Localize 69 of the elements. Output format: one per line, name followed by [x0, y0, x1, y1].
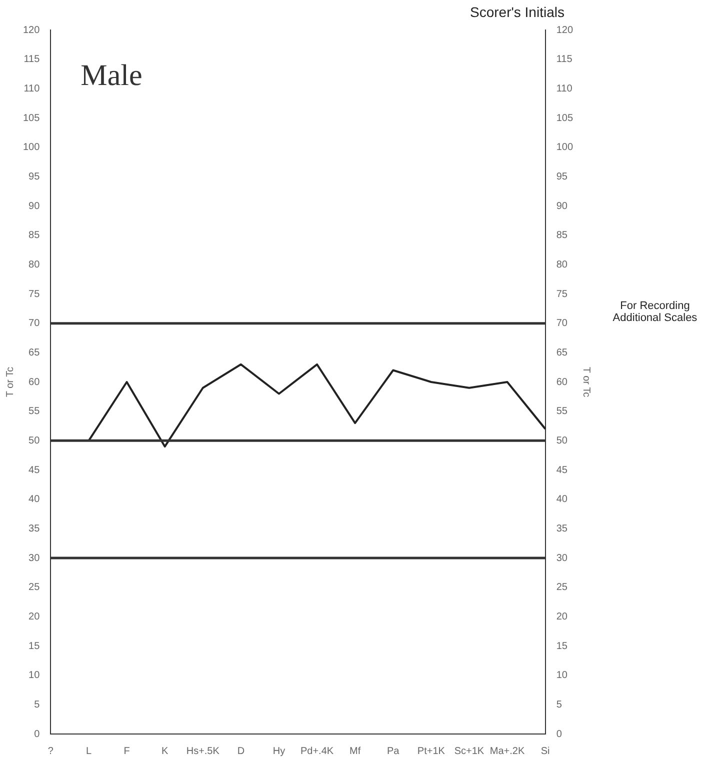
- y-tick-label: 100: [22, 142, 40, 154]
- y2-tick-label: 55: [556, 406, 568, 418]
- y2-tick-label: 75: [556, 288, 568, 300]
- y2-tick-label: 95: [556, 171, 568, 182]
- x-tick-label: ?: [48, 746, 54, 757]
- text: For Recording Additional Scales: [612, 300, 698, 324]
- y-tick-label: 65: [28, 347, 40, 358]
- y2-tick-label: 35: [556, 523, 568, 534]
- y2-tick-label: 120: [556, 24, 574, 36]
- x-tick-label: Ma+.2K: [490, 746, 525, 757]
- y-tick-label: 120: [22, 24, 40, 36]
- x-tick-label: Hy: [272, 746, 286, 757]
- y2-tick-label: 45: [556, 464, 568, 476]
- x-tick-label: Si: [540, 746, 550, 757]
- y-tick-label: 5: [34, 699, 40, 710]
- y-axis-title: T or Tc: [4, 366, 16, 398]
- y2-tick-label: 10: [556, 670, 568, 682]
- y2-tick-label: 85: [556, 230, 568, 242]
- y-tick-label: 50: [28, 435, 40, 446]
- y2-tick-label: 110: [556, 83, 573, 94]
- x-tick-label: Hs+.5K: [186, 746, 220, 757]
- y-tick-label: 80: [28, 259, 40, 270]
- y2-tick-label: 15: [556, 640, 568, 652]
- y-tick-label: 95: [28, 171, 40, 182]
- y-tick-label: 0: [34, 728, 40, 740]
- y2-axis-title: T or Tc: [580, 366, 592, 398]
- y-tick-label: 60: [28, 376, 40, 388]
- y2-tick-label: 50: [556, 435, 568, 446]
- text: Scorer's Initials: [470, 4, 564, 20]
- y2-tick-label: 40: [556, 494, 568, 506]
- y2-tick-label: 60: [556, 376, 568, 388]
- y-tick-label: 30: [28, 552, 40, 564]
- y2-tick-label: 70: [556, 318, 568, 330]
- y-tick-label: 90: [28, 200, 40, 212]
- y-tick-label: 10: [28, 670, 40, 682]
- y-tick-label: 20: [28, 611, 40, 622]
- y2-tick-label: 5: [556, 699, 562, 710]
- x-tick-label: Pa: [387, 746, 400, 757]
- y2-tick-label: 100: [556, 142, 574, 154]
- y2-tick-label: 20: [556, 611, 568, 622]
- x-tick-label: Sc+1K: [454, 746, 484, 757]
- y2-tick-label: 65: [556, 347, 568, 358]
- y-tick-label: 35: [28, 523, 40, 534]
- y2-tick-label: 80: [556, 259, 568, 270]
- y-tick-label: 105: [22, 112, 40, 124]
- y-tick-label: 15: [28, 640, 40, 652]
- y-tick-label: 40: [28, 494, 40, 506]
- x-tick-label: Pt+1K: [417, 746, 446, 757]
- y2-tick-label: 0: [556, 728, 562, 740]
- y-tick-label: 70: [28, 318, 40, 330]
- y-tick-label: 75: [28, 288, 40, 300]
- y-tick-label: 55: [28, 406, 40, 418]
- y-tick-label: 115: [24, 54, 40, 66]
- x-tick-label: K: [161, 746, 168, 757]
- x-tick-label: F: [124, 746, 130, 757]
- text: Male: [80, 59, 142, 92]
- y-tick-label: 45: [28, 464, 40, 476]
- y-tick-label: 85: [28, 230, 40, 242]
- x-tick-label: Mf: [350, 746, 361, 757]
- y2-tick-label: 105: [556, 112, 574, 124]
- y2-tick-label: 90: [556, 200, 568, 212]
- x-tick-label: D: [237, 746, 245, 757]
- y2-tick-label: 115: [556, 54, 573, 66]
- y2-tick-label: 25: [556, 582, 568, 594]
- y-tick-label: 110: [24, 83, 40, 94]
- x-tick-label: Pd+.4K: [300, 746, 334, 757]
- y-tick-label: 25: [28, 582, 40, 594]
- x-tick-label: L: [86, 746, 92, 757]
- y2-tick-label: 30: [556, 552, 568, 564]
